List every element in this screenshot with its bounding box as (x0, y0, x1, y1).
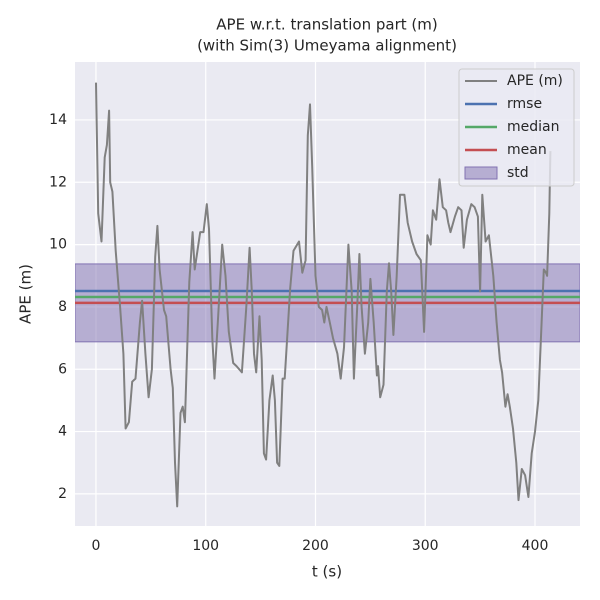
y-tick-label: 8 (58, 299, 67, 315)
plot-area (75, 82, 580, 508)
chart-title: APE w.r.t. translation part (m) (216, 16, 437, 34)
legend-swatch (464, 166, 498, 180)
legend-label: rmse (507, 96, 542, 112)
x-tick-label: 400 (522, 538, 549, 554)
legend-label: median (507, 119, 559, 135)
y-tick-label: 2 (58, 486, 67, 502)
x-tick-label: 200 (302, 538, 329, 554)
x-tick-label: 0 (92, 538, 101, 554)
x-tick-label: 300 (412, 538, 439, 554)
y-tick-label: 6 (58, 361, 67, 377)
y-tick-label: 12 (49, 174, 67, 190)
y-tick-label: 14 (49, 112, 67, 128)
y-tick-label: 10 (49, 237, 67, 253)
legend-box (458, 68, 575, 187)
chart-subtitle: (with Sim(3) Umeyama alignment) (197, 37, 457, 55)
legend-label: mean (507, 142, 547, 158)
x-tick-label: 100 (192, 538, 219, 554)
legend: APE (m) rmse median mean std (458, 68, 575, 187)
y-tick-label: 4 (58, 424, 67, 440)
legend-label: APE (m) (507, 73, 563, 89)
x-axis-label: t (s) (312, 563, 342, 581)
legend-label: std (507, 165, 529, 181)
data-line (95, 82, 552, 508)
y-axis-label: APE (m) (17, 264, 35, 324)
